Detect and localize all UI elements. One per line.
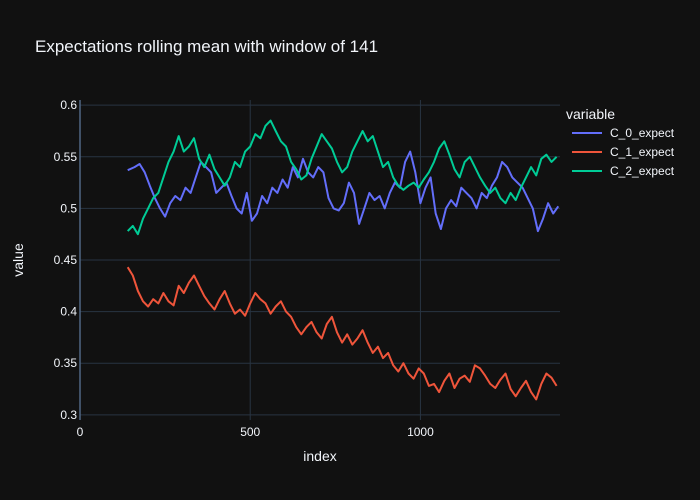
x-tick-label: 500 [240,425,260,439]
x-tick-label: 1000 [407,425,434,439]
x-axis-title: index [303,448,336,464]
chart-title: Expectations rolling mean with window of… [35,37,378,56]
legend-item-C_0_expect[interactable]: C_0_expect [572,126,675,140]
legend-item-C_2_expect[interactable]: C_2_expect [572,164,675,178]
y-tick-label: 0.4 [60,305,77,319]
y-tick-label: 0.55 [54,150,78,164]
y-tick-label: 0.6 [60,98,77,112]
tick-labels: 0.3 0.35 0.4 0.45 0.5 0.55 0.6 0 500 1000 [54,98,434,439]
y-tick-label: 0.35 [54,356,78,370]
x-tick-label: 0 [77,425,84,439]
legend-item-C_1_expect[interactable]: C_1_expect [572,145,675,159]
series-lines [126,119,560,401]
y-tick-label: 0.5 [60,201,77,215]
y-axis-title: value [10,243,26,277]
legend-label: C_0_expect [610,126,675,140]
series-line-C_1_expect [126,266,558,401]
legend[interactable]: variable C_0_expect C_1_expect C_2_expect [566,106,675,178]
y-tick-label: 0.3 [60,408,77,422]
legend-label: C_1_expect [610,145,675,159]
series-line-C_2_expect [126,119,558,236]
y-tick-label: 0.45 [54,253,78,267]
legend-label: C_2_expect [610,164,675,178]
legend-title: variable [566,106,615,122]
